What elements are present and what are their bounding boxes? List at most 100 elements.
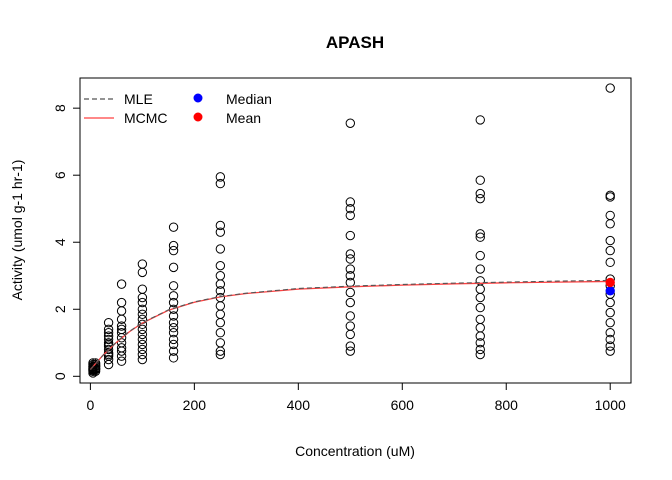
data-point xyxy=(475,232,485,242)
fitted-curves xyxy=(89,279,611,371)
data-point xyxy=(168,240,179,251)
data-point xyxy=(215,328,226,338)
data-point xyxy=(137,324,148,335)
data-point xyxy=(215,271,226,281)
data-point xyxy=(475,250,485,261)
data-point xyxy=(168,353,179,363)
data-point xyxy=(605,328,615,338)
data-point xyxy=(137,267,148,278)
median-point xyxy=(605,286,615,296)
x-tick-label: 800 xyxy=(495,397,519,413)
data-point xyxy=(215,349,226,360)
data-point xyxy=(103,317,114,328)
legend-swatch-median xyxy=(193,93,203,103)
data-point xyxy=(605,257,615,268)
data-point xyxy=(137,344,148,355)
data-point xyxy=(103,354,114,365)
data-point xyxy=(475,115,485,125)
data-point xyxy=(605,346,615,356)
x-axis: 0 200 400 600 800 1000 xyxy=(86,382,626,413)
data-point xyxy=(168,322,179,333)
data-point xyxy=(605,235,615,246)
x-tick-label: 1000 xyxy=(595,397,626,413)
x-tick-label: 400 xyxy=(287,397,311,413)
data-point xyxy=(116,279,127,289)
y-tick-label: 4 xyxy=(52,238,68,246)
data-point xyxy=(345,341,356,351)
y-tick-label: 8 xyxy=(52,104,68,112)
data-point xyxy=(345,254,356,264)
data-point xyxy=(215,244,226,254)
data-point xyxy=(137,297,148,308)
y-tick-label: 6 xyxy=(52,171,68,179)
data-point xyxy=(605,307,615,318)
data-point xyxy=(345,204,356,214)
data-point xyxy=(137,349,148,360)
data-point xyxy=(345,197,356,207)
data-point xyxy=(475,314,485,325)
data-point xyxy=(605,297,615,308)
data-point xyxy=(103,324,114,335)
data-point xyxy=(605,83,615,93)
data-point xyxy=(345,210,356,221)
data-point xyxy=(103,339,114,350)
data-point xyxy=(475,338,485,348)
data-point xyxy=(137,319,148,330)
data-point xyxy=(475,284,485,294)
mcmc-curve xyxy=(89,280,611,371)
data-point xyxy=(475,229,485,239)
data-point xyxy=(137,334,148,345)
data-point xyxy=(168,297,179,308)
data-point xyxy=(103,328,114,338)
data-point xyxy=(345,329,356,340)
data-point xyxy=(168,245,179,256)
data-point xyxy=(168,346,179,356)
data-points xyxy=(88,83,615,378)
data-point xyxy=(215,260,226,271)
data-point xyxy=(168,291,179,301)
data-point xyxy=(345,118,356,128)
data-point xyxy=(215,338,226,348)
data-point xyxy=(116,351,127,361)
data-point xyxy=(475,276,485,286)
legend-label-mcmc: MCMC xyxy=(124,110,168,126)
legend-label-mle: MLE xyxy=(124,91,153,107)
data-point xyxy=(345,264,356,274)
data-point xyxy=(475,292,485,303)
data-point xyxy=(475,175,485,185)
data-point xyxy=(168,222,179,232)
data-point xyxy=(137,259,148,269)
data-point xyxy=(103,334,114,345)
data-point xyxy=(215,317,226,328)
data-point xyxy=(116,356,127,366)
legend: MLE MCMC Median Mean xyxy=(84,91,272,126)
y-tick-label: 2 xyxy=(52,305,68,313)
data-point xyxy=(116,306,127,316)
data-point xyxy=(345,271,356,281)
data-point xyxy=(215,172,226,182)
data-point xyxy=(605,210,615,221)
y-axis: 0 2 4 6 8 xyxy=(52,104,81,380)
data-point xyxy=(605,219,615,229)
x-tick-label: 0 xyxy=(86,397,94,413)
data-point xyxy=(605,334,615,345)
data-point xyxy=(345,249,356,259)
data-point xyxy=(475,322,485,333)
data-point xyxy=(137,339,148,350)
data-point xyxy=(116,328,127,338)
data-point xyxy=(116,324,127,335)
data-point xyxy=(90,361,101,371)
data-point xyxy=(605,190,615,201)
data-point xyxy=(345,346,356,356)
data-point xyxy=(116,343,127,353)
data-point xyxy=(168,317,179,328)
data-point xyxy=(137,309,148,319)
data-point xyxy=(215,309,226,319)
y-tick-label: 0 xyxy=(52,372,68,380)
data-point xyxy=(345,297,356,308)
data-point xyxy=(475,193,485,204)
data-point xyxy=(475,188,485,199)
data-point xyxy=(345,287,356,298)
data-point xyxy=(475,302,485,313)
